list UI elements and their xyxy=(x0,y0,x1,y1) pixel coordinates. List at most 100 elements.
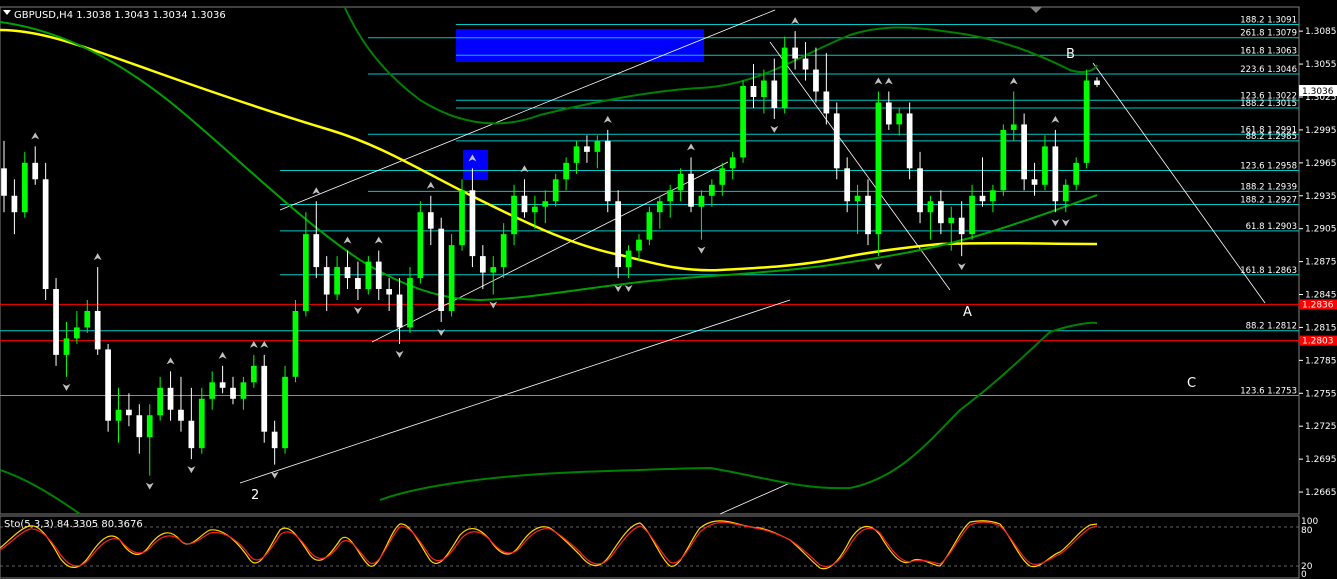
candle-body[interactable] xyxy=(844,168,851,202)
candle-body[interactable] xyxy=(303,234,309,311)
candle-body[interactable] xyxy=(407,278,413,328)
candle-body[interactable] xyxy=(698,195,705,207)
candle-body[interactable] xyxy=(167,387,174,410)
candle-body[interactable] xyxy=(802,58,809,70)
candle-body[interactable] xyxy=(573,146,580,163)
candle-body[interactable] xyxy=(563,162,569,180)
candle-body[interactable] xyxy=(323,267,330,295)
candle-body[interactable] xyxy=(1073,162,1080,185)
candle-body[interactable] xyxy=(708,184,715,196)
candle-body[interactable] xyxy=(1042,146,1048,185)
candle-body[interactable] xyxy=(500,234,507,268)
candle-body[interactable] xyxy=(917,168,923,213)
candle-body[interactable] xyxy=(32,162,39,180)
candle-body[interactable] xyxy=(584,146,590,152)
candle-body[interactable] xyxy=(937,201,944,224)
candle-body[interactable] xyxy=(636,239,642,251)
candle-body[interactable] xyxy=(594,140,601,152)
candle-body[interactable] xyxy=(813,69,819,92)
candle-body[interactable] xyxy=(84,310,91,328)
candle-body[interactable] xyxy=(386,289,393,295)
candle-body[interactable] xyxy=(126,409,132,416)
candle-body[interactable] xyxy=(896,113,903,125)
candle-body[interactable] xyxy=(532,206,538,213)
candle-body[interactable] xyxy=(11,195,18,213)
candle-body[interactable] xyxy=(990,190,996,202)
candle-body[interactable] xyxy=(282,376,288,449)
candle-body[interactable] xyxy=(865,195,871,235)
candle-body[interactable] xyxy=(344,267,351,279)
candle-body[interactable] xyxy=(604,140,611,202)
candle-body[interactable] xyxy=(479,256,486,273)
candle-body[interactable] xyxy=(979,195,986,202)
candle-body[interactable] xyxy=(615,201,622,268)
candle-body[interactable] xyxy=(1,168,7,196)
candle-body[interactable] xyxy=(761,80,767,97)
candle-body[interactable] xyxy=(875,102,882,235)
channel-lower-line[interactable] xyxy=(239,299,791,484)
candle-body[interactable] xyxy=(375,261,382,290)
candle-body[interactable] xyxy=(542,201,549,207)
candle-body[interactable] xyxy=(42,179,49,290)
candle-body[interactable] xyxy=(719,168,726,185)
candle-body[interactable] xyxy=(646,212,653,240)
candle-body[interactable] xyxy=(1021,124,1027,180)
candle-body[interactable] xyxy=(656,201,663,213)
candle-body[interactable] xyxy=(136,415,143,438)
candle-body[interactable] xyxy=(334,267,340,295)
abc-leg-c-line[interactable] xyxy=(1092,62,1266,304)
candle-body[interactable] xyxy=(740,86,746,158)
candle-body[interactable] xyxy=(178,409,184,421)
candle-body[interactable] xyxy=(1094,80,1100,85)
candle-body[interactable] xyxy=(1052,146,1059,202)
candle-body[interactable] xyxy=(209,382,216,399)
candle-body[interactable] xyxy=(729,157,736,169)
candle-body[interactable] xyxy=(365,261,372,290)
channel-upper-line[interactable] xyxy=(279,9,776,211)
candle-body[interactable] xyxy=(250,365,257,383)
candle-body[interactable] xyxy=(792,47,798,59)
candle-body[interactable] xyxy=(552,179,559,202)
candle-body[interactable] xyxy=(459,190,465,246)
candle-body[interactable] xyxy=(115,409,122,421)
candle-body[interactable] xyxy=(958,217,965,235)
candle-body[interactable] xyxy=(521,195,528,213)
abc-leg-a-line[interactable] xyxy=(769,41,951,291)
candlesticks[interactable] xyxy=(1,31,1100,476)
candle-body[interactable] xyxy=(906,113,913,169)
candle-body[interactable] xyxy=(448,245,455,311)
candle-body[interactable] xyxy=(261,365,268,432)
candle-body[interactable] xyxy=(219,382,226,388)
candle-body[interactable] xyxy=(198,398,205,449)
candle-body[interactable] xyxy=(271,431,278,449)
candle-body[interactable] xyxy=(469,190,476,257)
candle-body[interactable] xyxy=(240,382,247,399)
candle-body[interactable] xyxy=(1000,129,1007,191)
candle-body[interactable] xyxy=(771,80,778,108)
candle-body[interactable] xyxy=(417,212,424,279)
candle-body[interactable] xyxy=(21,162,28,213)
candle-body[interactable] xyxy=(292,310,299,377)
candle-body[interactable] xyxy=(53,289,59,355)
candle-body[interactable] xyxy=(677,173,684,191)
candle-body[interactable] xyxy=(74,327,80,339)
candle-body[interactable] xyxy=(105,349,111,421)
candle-body[interactable] xyxy=(833,113,840,169)
candle-body[interactable] xyxy=(157,387,164,416)
candle-body[interactable] xyxy=(490,267,497,273)
candle-body[interactable] xyxy=(667,190,674,202)
candle-body[interactable] xyxy=(750,86,757,97)
candle-body[interactable] xyxy=(1062,184,1069,202)
candle-body[interactable] xyxy=(313,234,320,268)
shift-marker-icon[interactable] xyxy=(1030,7,1042,13)
candle-body[interactable] xyxy=(511,195,517,235)
candle-body[interactable] xyxy=(927,201,934,213)
candle-body[interactable] xyxy=(823,91,830,114)
candle-body[interactable] xyxy=(781,47,788,108)
candle-body[interactable] xyxy=(94,310,101,350)
candle-body[interactable] xyxy=(63,338,70,355)
candle-body[interactable] xyxy=(948,217,955,224)
candle-body[interactable] xyxy=(969,195,975,235)
candle-body[interactable] xyxy=(1083,80,1090,163)
